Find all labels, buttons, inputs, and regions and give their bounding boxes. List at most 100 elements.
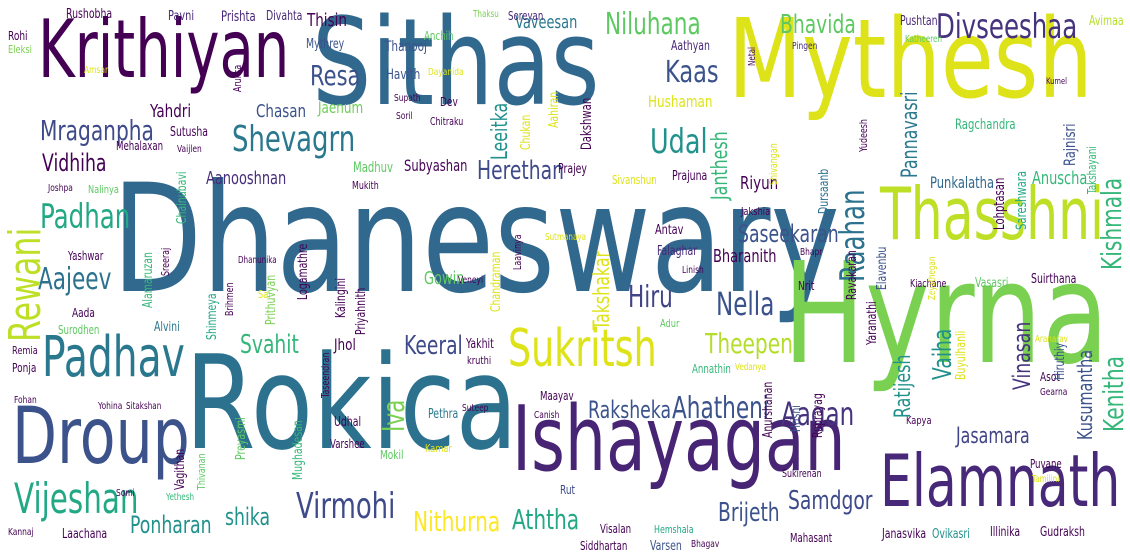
word-yohina: Yohina <box>98 401 123 412</box>
word-kusumantha: Kusumantha <box>1073 349 1097 440</box>
word-tamilini: Tamilini <box>1032 474 1060 485</box>
word-anurshanan: Anurshanan <box>761 381 776 438</box>
word-thasshni: Thasshni <box>880 172 1105 256</box>
word-resa: Resa <box>310 59 361 92</box>
word-yashwar: Yashwar <box>68 249 104 263</box>
word-shika: shika <box>225 503 271 531</box>
word-vaijlen: Vaijlen <box>177 144 202 155</box>
word-ruprayag: Ruprayag <box>811 393 826 438</box>
word-ratijesh: Ratijesh <box>891 354 916 418</box>
word-shivangan: Shivangan <box>767 143 780 185</box>
word-prajuna: Prajuna <box>672 169 708 184</box>
word-madhuv: Madhuv <box>353 160 394 176</box>
word-soril: Soril <box>396 111 413 122</box>
word-padhan: Padhan <box>40 197 131 237</box>
word-kishmala: Kishmala <box>1095 177 1128 270</box>
word-mahasant: Mahasant <box>790 531 833 545</box>
word-jhol: Jhol <box>334 335 356 354</box>
word-prithuvyan: Prithuvyan <box>264 274 279 325</box>
word-yakhit: Yakhit <box>466 337 494 352</box>
word-ravakaran: Ravakaran <box>845 250 860 300</box>
word-sutusha: Sutusha <box>170 125 209 140</box>
word-kiachane: Kiachane <box>910 277 947 290</box>
word-taseendran: Taseendran <box>319 352 332 398</box>
word-aahiran: Aahiran <box>547 91 562 128</box>
word-ishayagan: Ishayagan <box>512 387 846 492</box>
word-sareshwara: Sareshwara <box>1014 170 1030 230</box>
word-gowin: Gowin <box>424 268 465 289</box>
word-soreyan: Soreyan <box>508 9 544 23</box>
word-udal: Udal <box>650 122 708 162</box>
word-yudeesh: Yudeesh <box>857 119 870 152</box>
word-vijeshan: Vijeshan <box>14 474 139 523</box>
word-padhav: Padhav <box>42 325 185 390</box>
word-yaranathi: Yaranathi <box>865 301 880 345</box>
word-sivanshun: Sivanshun <box>612 173 657 187</box>
word-nithurna: Nithurna <box>413 505 501 538</box>
word-elamnath: Elamnath <box>880 439 1121 523</box>
word-bhagav: Bhagav <box>691 539 720 550</box>
word-pushtan: Pushtan <box>900 14 938 29</box>
word-linish: Linish <box>682 265 704 276</box>
word-puvane: Puvane <box>1030 457 1062 471</box>
word-elavenbu: Elavenbu <box>875 246 890 290</box>
word-herethan: Herethan <box>477 156 564 186</box>
word-veneyi: Veneyi <box>458 275 484 286</box>
word-buyulhanli: Buyulhanli <box>954 330 969 380</box>
word-mythrey: Mythrey <box>306 37 345 52</box>
word-thaksu: Thaksu <box>473 9 499 20</box>
word-hrisni: Hrisni <box>789 405 804 432</box>
word-joshpa: Joshpa <box>48 183 73 194</box>
word-sithas: Sithas <box>312 0 600 133</box>
word-vasasri: Vasasri <box>975 276 1009 291</box>
word-visalan: Visalan <box>600 522 632 536</box>
word-shevagrn: Shevagrn <box>232 119 356 160</box>
word-kruthi: kruthi <box>467 354 492 367</box>
word-laavinya: Laavinya <box>511 234 524 270</box>
word-thisin: Thisin <box>307 10 347 31</box>
word-prishta: Prishta <box>221 9 256 25</box>
word-aruksa: Aruksa <box>231 64 244 92</box>
word-divahta: Divahta <box>266 9 303 24</box>
word-leeitka: Leeitka <box>488 102 513 160</box>
word-annathin: Annathin <box>692 362 731 376</box>
word-hushaman: Hushaman <box>648 92 713 111</box>
word-netal: Netal <box>747 46 758 66</box>
word-gearna: Gearna <box>1040 387 1068 398</box>
word-rut: Rut <box>560 483 576 497</box>
word-anuscha: Anuscha <box>1032 168 1088 189</box>
word-illinika: Illinika <box>990 525 1021 540</box>
word-rokica: Rokica <box>185 327 518 479</box>
word-varsen-2: Varsen <box>650 539 682 554</box>
word-kaas: Kaas <box>665 55 719 90</box>
word-preyasmi: Preyasmi <box>234 417 249 460</box>
word-kapya: Kapya <box>906 414 932 427</box>
word-aada: Aada <box>72 306 95 320</box>
word-vidhiha: Vidhiha <box>42 149 107 177</box>
word-niluhana: Niluhana <box>605 7 701 42</box>
word-mraganpha: Mraganpha <box>40 114 154 147</box>
word-kannaj: Kannaj <box>8 527 34 538</box>
word-amsar: Amsar <box>84 65 109 76</box>
word-thivanan: Thivanan <box>195 453 208 490</box>
word-subyashan: Subyashan <box>404 156 468 175</box>
word-antav: Antav <box>655 223 684 238</box>
word-sutmanaya: Sutmanaya <box>545 232 587 243</box>
word-aththa: Aththa <box>512 503 580 536</box>
word-hiruthiy: Hiruthiy <box>1053 342 1068 380</box>
word-thanooj: Thanooj <box>385 39 427 55</box>
word-mythesh: Mythesh <box>728 0 1093 123</box>
word-brihmen: Brihmen <box>223 282 236 316</box>
word-shinmeya: Shinmeya <box>205 293 220 340</box>
word-nrit: Nrit <box>798 279 815 293</box>
word-bharanith: Bharanith <box>713 246 777 267</box>
word-aathyan: Aathyan <box>671 39 710 54</box>
word-logamathre: Logamathre <box>296 243 311 300</box>
word-asot: Asot <box>1040 370 1060 384</box>
word-chainubavi: Chainubavi <box>175 171 190 224</box>
word-mokil: Mokil <box>380 448 404 462</box>
word-samdgor: Samdgor <box>788 486 873 516</box>
word-adur: Adur <box>660 317 680 330</box>
word-ovikasri: Ovikasri <box>932 527 970 542</box>
